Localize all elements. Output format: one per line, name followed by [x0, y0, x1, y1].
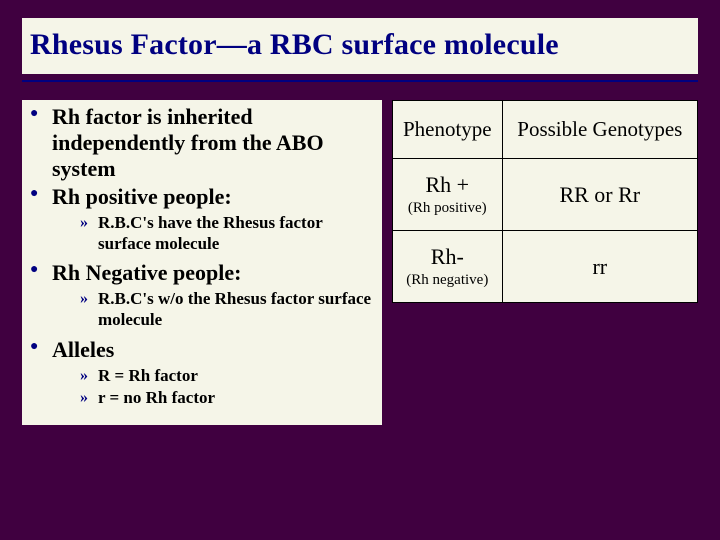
bullet-text: Rh factor is inherited independently fro… [52, 104, 324, 181]
bullet-list: Rh factor is inherited independently fro… [26, 104, 378, 409]
sub-bullet-item: r = no Rh factor [52, 388, 378, 409]
sub-bullet-text: R = Rh factor [98, 366, 198, 385]
phenotype-table: Phenotype Possible Genotypes Rh + (Rh po… [392, 100, 698, 303]
sub-bullet-item: R.B.C's w/o the Rhesus factor surface mo… [52, 289, 378, 330]
sub-bullet-list: R = Rh factor r = no Rh factor [52, 366, 378, 409]
table-row: Rh + (Rh positive) RR or Rr [393, 159, 698, 231]
table-cell-genotype: rr [502, 231, 697, 303]
sub-bullet-text: r = no Rh factor [98, 388, 215, 407]
genotype-value: rr [592, 254, 607, 279]
table-panel: Phenotype Possible Genotypes Rh + (Rh po… [392, 100, 698, 425]
bullet-item: Alleles R = Rh factor r = no Rh factor [26, 337, 378, 409]
slide-title: Rhesus Factor—a RBC surface molecule [30, 28, 690, 62]
bullet-text: Alleles [52, 337, 114, 362]
phenotype-subtext: (Rh negative) [397, 272, 498, 289]
table-header-cell: Possible Genotypes [502, 101, 697, 159]
table-cell-phenotype: Rh + (Rh positive) [393, 159, 503, 231]
title-region: Rhesus Factor—a RBC surface molecule [22, 18, 698, 74]
bullet-text: Rh positive people: [52, 184, 232, 209]
table-row: Rh- (Rh negative) rr [393, 231, 698, 303]
phenotype-value: Rh + [397, 172, 498, 198]
phenotype-value: Rh- [397, 244, 498, 270]
table-cell-genotype: RR or Rr [502, 159, 697, 231]
table-header-row: Phenotype Possible Genotypes [393, 101, 698, 159]
bullet-text: Rh Negative people: [52, 260, 241, 285]
slide: Rhesus Factor—a RBC surface molecule Rh … [0, 18, 720, 540]
bullet-item: Rh positive people: R.B.C's have the Rhe… [26, 184, 378, 254]
sub-bullet-list: R.B.C's have the Rhesus factor surface m… [52, 213, 378, 254]
bullet-item: Rh Negative people: R.B.C's w/o the Rhes… [26, 260, 378, 330]
table-header-cell: Phenotype [393, 101, 503, 159]
phenotype-subtext: (Rh positive) [397, 200, 498, 217]
bullet-panel: Rh factor is inherited independently fro… [22, 100, 382, 425]
bullet-item: Rh factor is inherited independently fro… [26, 104, 378, 182]
body-region: Rh factor is inherited independently fro… [0, 82, 720, 425]
sub-bullet-list: R.B.C's w/o the Rhesus factor surface mo… [52, 289, 378, 330]
sub-bullet-text: R.B.C's w/o the Rhesus factor surface mo… [98, 289, 371, 329]
sub-bullet-item: R.B.C's have the Rhesus factor surface m… [52, 213, 378, 254]
sub-bullet-text: R.B.C's have the Rhesus factor surface m… [98, 213, 322, 253]
table-cell-phenotype: Rh- (Rh negative) [393, 231, 503, 303]
sub-bullet-item: R = Rh factor [52, 366, 378, 387]
genotype-value: RR or Rr [559, 182, 640, 207]
